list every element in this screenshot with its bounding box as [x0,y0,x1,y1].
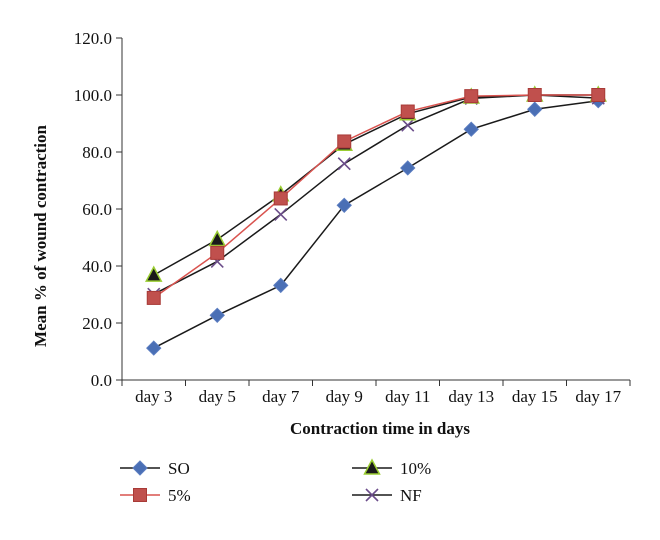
y-tick-label: 60.0 [82,200,112,219]
data-point [146,290,161,305]
series-so [146,92,606,356]
legend-marker [365,488,379,502]
x-tick-label: day 17 [575,387,621,406]
y-tick-label: 20.0 [82,314,112,333]
legend-item: NF [352,486,422,505]
y-tick-label: 80.0 [82,143,112,162]
data-point-stroke [401,118,415,132]
data-point [273,191,288,206]
data-point-stroke [337,157,351,171]
legend: SO 5% 10% NF [120,458,431,505]
data-point-stroke [274,207,288,221]
data-point [273,277,289,294]
data-point [274,207,288,221]
legend-label: 5% [168,486,191,505]
legend-item: 10% [352,458,431,478]
data-point [591,88,606,102]
data-point [337,134,352,149]
axes: 0.0 20.0 40.0 60.0 80.0 100.0 120.0 day 3 day 5 d… [74,29,631,406]
y-axis-title: Mean % of wound contraction [31,124,50,346]
legend-label: NF [400,486,422,505]
data-point [401,118,415,132]
data-point [337,157,351,171]
data-point [527,101,543,117]
series-line [153,94,599,299]
data-point [464,89,479,104]
y-tick-label: 40.0 [82,257,112,276]
y-tick-label: 0.0 [91,371,112,390]
x-tick-label: day 15 [512,387,558,406]
data-point [210,245,225,260]
data-point [146,340,162,356]
data-point [527,88,542,102]
data-point [208,229,227,247]
series-5pct [146,88,606,305]
data-point [336,197,352,214]
x-tick-label: day 3 [135,387,172,406]
legend-marker [132,460,148,476]
data-point [144,265,163,282]
legend-item: SO [120,459,190,478]
x-axis-title: Contraction time in days [290,419,470,438]
data-point [209,307,225,324]
x-tick-label: day 5 [199,387,236,406]
legend-marker [363,458,381,475]
x-tick-label: day 9 [326,387,363,406]
data-point [463,121,479,137]
x-tick-label: day 11 [385,387,430,406]
legend-label: SO [168,459,190,478]
y-tick-label: 120.0 [74,29,112,48]
series-lines [144,85,608,356]
legend-label: 10% [400,459,431,478]
legend-marker [133,488,147,502]
data-point [400,160,416,176]
x-tick-label: day 7 [262,387,300,406]
series-nf [147,88,605,301]
legend-marker-stroke [365,488,379,502]
series-line [153,99,599,349]
x-tick-label: day 13 [448,387,494,406]
legend-item: 5% [120,486,191,505]
data-point [400,104,415,119]
y-tick-label: 100.0 [74,86,112,105]
